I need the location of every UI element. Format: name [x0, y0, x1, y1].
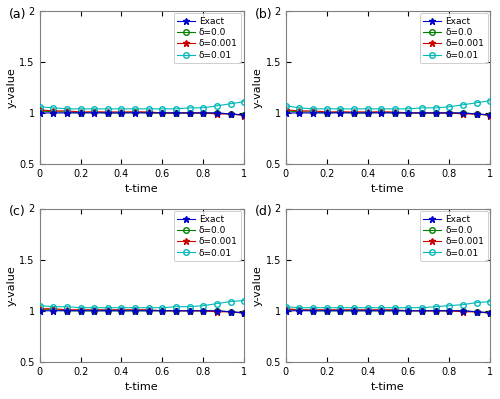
Y-axis label: y-value: y-value	[253, 265, 263, 306]
X-axis label: t-time: t-time	[125, 382, 158, 392]
X-axis label: t-time: t-time	[371, 382, 405, 392]
Text: (a): (a)	[9, 8, 26, 21]
Y-axis label: y-value: y-value	[253, 67, 263, 108]
X-axis label: t-time: t-time	[125, 184, 158, 194]
Y-axis label: y-value: y-value	[6, 265, 16, 306]
Text: (b): (b)	[255, 8, 272, 21]
X-axis label: t-time: t-time	[371, 184, 405, 194]
Text: (c): (c)	[9, 205, 26, 218]
Legend: Exact, δ=0.0, δ=0.001, δ=0.01: Exact, δ=0.0, δ=0.001, δ=0.01	[420, 14, 488, 63]
Legend: Exact, δ=0.0, δ=0.001, δ=0.01: Exact, δ=0.0, δ=0.001, δ=0.01	[174, 14, 242, 63]
Legend: Exact, δ=0.0, δ=0.001, δ=0.01: Exact, δ=0.0, δ=0.001, δ=0.01	[174, 211, 242, 261]
Text: (d): (d)	[255, 205, 273, 218]
Legend: Exact, δ=0.0, δ=0.001, δ=0.01: Exact, δ=0.0, δ=0.001, δ=0.01	[420, 211, 488, 261]
Y-axis label: y-value: y-value	[6, 67, 16, 108]
